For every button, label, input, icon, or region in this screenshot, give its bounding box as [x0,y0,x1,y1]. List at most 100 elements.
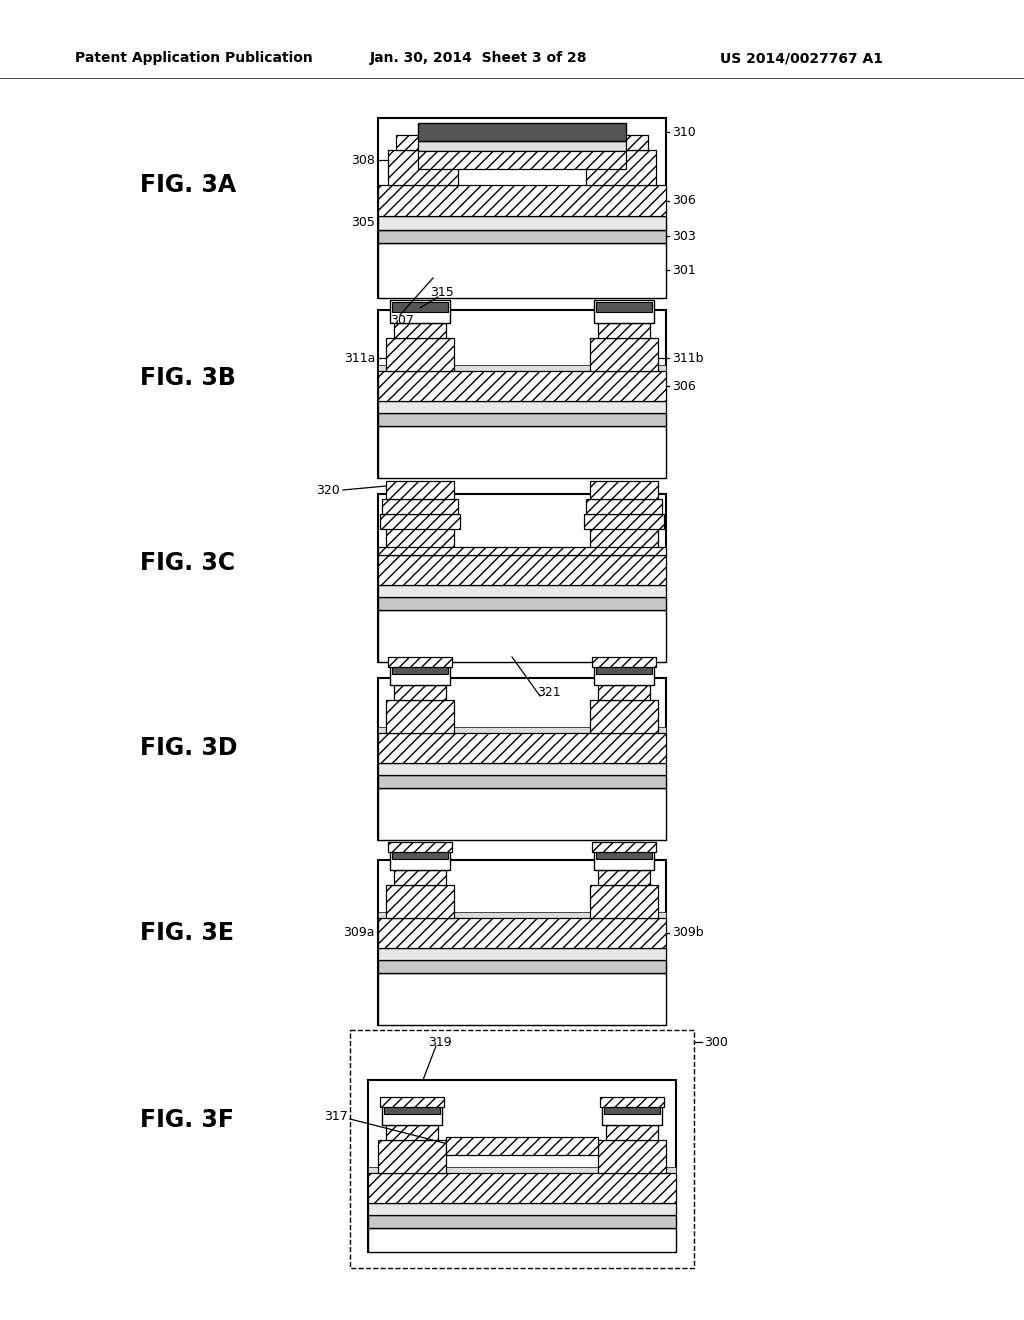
Text: 319: 319 [428,1035,452,1048]
Text: 306: 306 [672,380,695,392]
Bar [378,610,666,663]
Bar [350,1030,694,1269]
Text: 305: 305 [351,216,375,230]
Bar [392,849,449,859]
Bar [590,338,658,371]
Bar [598,507,650,521]
Bar [378,549,666,554]
Text: 320: 320 [316,483,340,496]
Text: FIG. 3A: FIG. 3A [140,173,237,197]
Bar [392,664,449,675]
Bar [378,366,666,371]
Bar [378,788,666,840]
Bar [378,216,666,230]
Bar [594,847,654,870]
Bar [596,849,652,859]
Bar [394,507,446,521]
Text: 321: 321 [537,685,560,698]
Bar [382,1102,442,1125]
Bar [594,484,654,507]
Bar [390,663,450,685]
Bar [378,401,666,413]
Bar [394,685,446,700]
Text: 310: 310 [672,125,695,139]
Bar [386,480,454,499]
Bar [382,499,458,513]
Bar [378,948,666,960]
Bar [594,300,654,323]
Text: FIG. 3D: FIG. 3D [140,737,238,760]
Bar [384,1104,440,1114]
Bar [378,597,666,610]
Bar [378,554,666,585]
Bar [584,513,664,529]
Bar [378,185,666,216]
Bar [598,870,650,884]
Bar [594,135,648,150]
Text: 309a: 309a [343,927,375,940]
Bar [598,1140,666,1173]
Text: FIG. 3E: FIG. 3E [140,921,234,945]
Bar [396,135,450,150]
Bar [388,150,458,185]
Bar [388,842,452,851]
Bar [378,546,666,554]
Bar [368,1080,676,1251]
Bar [394,870,446,884]
Bar [378,426,666,478]
Bar [378,912,666,917]
Bar [596,302,652,312]
Text: 315: 315 [430,286,454,300]
Bar [386,700,454,733]
Bar [590,700,658,733]
Bar [378,775,666,788]
Bar [602,1102,662,1125]
Bar [378,243,666,298]
Bar [600,1097,664,1107]
Bar [378,117,666,298]
Bar [368,1167,676,1173]
Text: 301: 301 [672,264,695,276]
Bar [386,884,454,917]
Bar [368,1228,676,1251]
Bar [378,973,666,1026]
Bar [378,413,666,426]
Bar [390,300,450,323]
Bar [590,480,658,499]
Bar [378,861,666,1026]
Bar [392,486,449,496]
Bar [388,657,452,667]
Text: 311a: 311a [344,351,375,364]
Bar [596,664,652,675]
Bar [596,486,652,496]
Bar [368,1173,676,1203]
Bar [392,302,449,312]
Bar [378,763,666,775]
Bar [586,150,656,185]
Text: 309b: 309b [672,927,703,940]
Text: 311b: 311b [672,351,703,364]
Bar [380,1097,444,1107]
Bar [594,663,654,685]
Bar [586,499,662,513]
Text: 307: 307 [390,314,414,326]
Text: 306: 306 [672,194,695,207]
Bar [386,521,454,554]
Text: FIG. 3B: FIG. 3B [140,366,236,389]
Bar [606,1125,658,1140]
Bar [604,1104,660,1114]
Text: 317: 317 [325,1110,348,1123]
Bar [378,585,666,597]
Text: 303: 303 [672,230,695,243]
Bar [378,733,666,763]
Bar [378,310,666,478]
Text: 308: 308 [351,153,375,166]
Bar [598,685,650,700]
Bar [378,1140,446,1173]
Bar [378,494,666,663]
Bar [592,842,656,851]
Bar [378,371,666,401]
Bar [446,1137,598,1155]
Text: FIG. 3C: FIG. 3C [140,550,236,576]
Bar [590,884,658,917]
